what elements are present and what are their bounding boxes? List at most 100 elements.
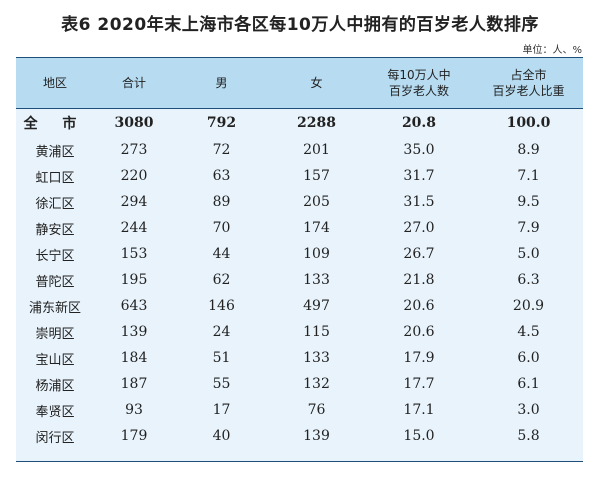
cell-per100k: 31.5 [403,194,435,210]
cell-per100k: 17.1 [403,402,435,418]
data-table-container: 地区 合计 男 女 每10万人中 百岁老人数 占全市 百岁老人比重 全 市 308… [16,57,583,462]
cell-female: 174 [303,220,330,236]
cell-male: 40 [212,428,231,444]
cell-region: 闵行区 [35,430,75,446]
header-total: 合计 [94,57,174,109]
table-row-total: 全 市 3080 792 2288 20.8 100.0 [16,109,583,138]
table-row: 徐汇区 294 89 205 31.5 9.5 [16,189,583,215]
cell-region: 全 市 [23,116,87,132]
header-male: 男 [174,57,269,109]
cell-per100k: 17.9 [403,350,435,366]
cell-female: 139 [303,428,330,444]
cell-female: 157 [303,168,330,184]
cell-female: 76 [307,402,326,418]
cell-per100k: 27.0 [403,220,435,236]
cell-region: 普陀区 [35,274,75,290]
cell-total: 195 [120,272,148,288]
header-share-line2: 百岁老人比重 [492,84,565,98]
table-row: 虹口区 220 63 157 31.7 7.1 [16,163,583,189]
table-row: 黄浦区 273 72 201 35.0 8.9 [16,137,583,163]
cell-female: 133 [303,272,330,288]
cell-share: 5.8 [517,428,540,444]
table-row: 杨浦区 187 55 132 17.7 6.1 [16,371,583,397]
cell-share: 3.0 [517,402,540,418]
header-per100k-line2: 百岁老人数 [388,84,449,98]
table-row: 静安区 244 70 174 27.0 7.9 [16,215,583,241]
header-share: 占全市 百岁老人比重 [474,57,583,109]
cell-male: 17 [212,402,231,418]
unit-note: 单位：人、% [522,45,582,56]
cell-region: 静安区 [35,222,75,238]
cell-male: 55 [212,376,231,392]
cell-per100k: 15.0 [403,428,435,444]
table-row: 闵行区 179 40 139 15.0 5.8 [16,423,583,449]
table-row: 长宁区 153 44 109 26.7 5.0 [16,241,583,267]
cell-region: 奉贤区 [35,404,75,420]
cell-total: 139 [120,324,148,340]
cell-total: 3080 [114,115,154,131]
cell-region: 黄浦区 [35,144,75,160]
cell-region: 崇明区 [35,326,75,342]
cell-share: 6.1 [517,376,540,392]
cell-male: 51 [212,350,231,366]
table-row: 普陀区 195 62 133 21.8 6.3 [16,267,583,293]
cell-male: 44 [212,246,231,262]
cell-male: 62 [212,272,231,288]
cell-share: 6.0 [517,350,540,366]
cell-total: 294 [120,194,148,210]
cell-per100k: 20.6 [403,324,435,340]
cell-male: 792 [206,115,237,131]
cell-region: 长宁区 [35,248,75,264]
cell-share: 100.0 [506,115,551,131]
cell-share: 6.3 [517,272,540,288]
cell-male: 24 [212,324,231,340]
cell-per100k: 26.7 [403,246,435,262]
cell-female: 109 [303,246,330,262]
header-per100k: 每10万人中 百岁老人数 [364,57,474,109]
header-region: 地区 [16,57,94,109]
header-female: 女 [269,57,364,109]
cell-male: 63 [212,168,231,184]
table-row: 奉贤区 93 17 76 17.1 3.0 [16,397,583,423]
cell-female: 133 [303,350,330,366]
table-row: 宝山区 184 51 133 17.9 6.0 [16,345,583,371]
cell-male: 146 [208,298,235,314]
cell-male: 70 [212,220,231,236]
header-share-line1: 占全市 [510,68,547,82]
cell-per100k: 20.6 [403,298,435,314]
cell-female: 497 [303,298,330,314]
cell-region: 虹口区 [35,170,75,186]
cell-male: 72 [212,142,231,158]
cell-per100k: 35.0 [403,142,435,158]
cell-total: 179 [120,428,148,444]
cell-female: 201 [303,142,330,158]
cell-female: 2288 [297,115,336,131]
bottom-rule [16,461,583,462]
cell-total: 153 [120,246,148,262]
cell-per100k: 17.7 [403,376,435,392]
cell-share: 9.5 [517,194,540,210]
cell-share: 4.5 [517,324,540,340]
cell-region: 杨浦区 [35,378,75,394]
cell-female: 205 [303,194,330,210]
cell-region: 宝山区 [35,352,75,368]
table-body: 全 市 3080 792 2288 20.8 100.0 黄浦区 273 72 201 35.0 8.… [16,109,583,450]
cell-per100k: 20.8 [401,115,437,131]
table-row: 浦东新区 643 146 497 20.6 20.9 [16,293,583,319]
cell-female: 132 [303,376,330,392]
cell-share: 7.1 [517,168,540,184]
cell-total: 273 [120,142,148,158]
cell-share: 20.9 [512,298,545,314]
table-row: 崇明区 139 24 115 20.6 4.5 [16,319,583,345]
cell-male: 89 [212,194,231,210]
cell-share: 7.9 [517,220,540,236]
cell-region: 徐汇区 [35,196,75,212]
cell-total: 643 [120,298,148,314]
cell-share: 5.0 [517,246,540,262]
cell-per100k: 31.7 [403,168,435,184]
cell-total: 184 [120,350,148,366]
page-title: 表6 2020年末上海市各区每10万人中拥有的百岁老人数排序 [61,15,539,35]
cell-total: 93 [125,402,143,418]
cell-total: 244 [120,220,148,236]
cell-female: 115 [303,324,330,340]
